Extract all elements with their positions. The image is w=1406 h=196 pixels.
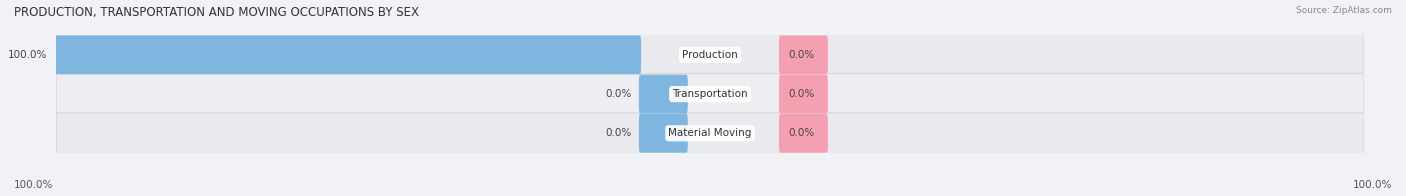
Text: 100.0%: 100.0% (1353, 180, 1392, 190)
Text: Production: Production (682, 50, 738, 60)
FancyBboxPatch shape (638, 114, 688, 153)
Text: Source: ZipAtlas.com: Source: ZipAtlas.com (1296, 6, 1392, 15)
Text: 0.0%: 0.0% (605, 128, 631, 138)
Text: 100.0%: 100.0% (8, 50, 48, 60)
Text: Material Moving: Material Moving (668, 128, 752, 138)
Text: PRODUCTION, TRANSPORTATION AND MOVING OCCUPATIONS BY SEX: PRODUCTION, TRANSPORTATION AND MOVING OC… (14, 6, 419, 19)
FancyBboxPatch shape (56, 34, 1364, 75)
Text: Transportation: Transportation (672, 89, 748, 99)
FancyBboxPatch shape (779, 35, 828, 74)
Text: 0.0%: 0.0% (605, 89, 631, 99)
FancyBboxPatch shape (779, 114, 828, 153)
FancyBboxPatch shape (55, 35, 641, 74)
FancyBboxPatch shape (56, 113, 1364, 154)
Text: 0.0%: 0.0% (789, 50, 815, 60)
Text: 100.0%: 100.0% (14, 180, 53, 190)
Text: 0.0%: 0.0% (789, 128, 815, 138)
FancyBboxPatch shape (779, 75, 828, 113)
Text: 0.0%: 0.0% (789, 89, 815, 99)
Legend: Male, Female: Male, Female (651, 194, 769, 196)
FancyBboxPatch shape (56, 74, 1364, 114)
FancyBboxPatch shape (638, 75, 688, 113)
